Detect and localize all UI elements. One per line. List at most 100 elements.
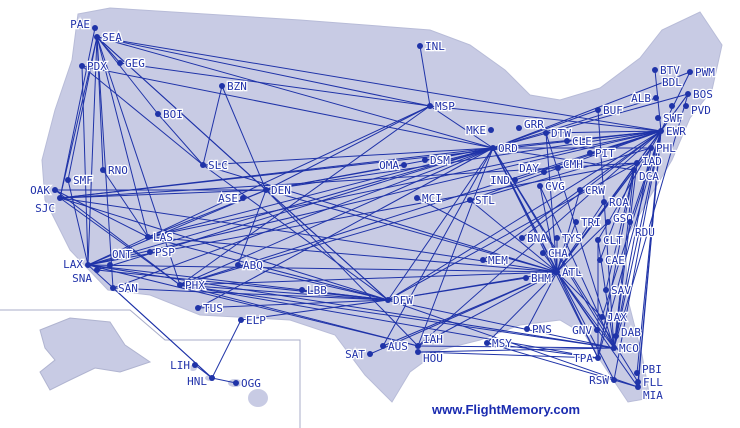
airport-buf[interactable]: BUF (595, 103, 624, 118)
airport-hnl[interactable]: HNL (186, 374, 215, 389)
airport-san[interactable]: SAN (110, 281, 139, 296)
airport-mem[interactable]: MEM (480, 253, 509, 268)
airport-las[interactable]: LAS (145, 230, 174, 245)
airport-den[interactable]: DEN (263, 183, 292, 198)
airport-abq[interactable]: ABQ (235, 258, 264, 273)
airport-bdl[interactable]: BDL (661, 75, 683, 109)
route-SAN-DFW (112, 287, 389, 301)
airport-bos[interactable]: BOS (685, 87, 714, 102)
airport-dot (240, 195, 246, 201)
airport-ind[interactable]: IND (489, 173, 518, 188)
airport-geg[interactable]: GEG (117, 56, 146, 71)
route-BOS-MCO (613, 93, 689, 349)
airport-day[interactable]: DAY (518, 161, 547, 176)
airport-slc[interactable]: SLC (200, 158, 229, 173)
airport-cha[interactable]: CHA (540, 246, 569, 261)
airport-tus[interactable]: TUS (195, 301, 224, 316)
route-ROA-ATL (556, 201, 605, 273)
airport-lbb[interactable]: LBB (299, 283, 328, 298)
airport-code: IAD (642, 155, 662, 168)
airport-rdu[interactable]: RDU (627, 219, 656, 240)
airport-pvd[interactable]: PVD (683, 103, 712, 118)
airport-sav[interactable]: SAV (603, 283, 632, 298)
airport-code: BUF (603, 104, 623, 117)
airport-rsw[interactable]: RSW (588, 373, 617, 388)
airport-tys[interactable]: TYS (554, 231, 583, 246)
airport-hou[interactable]: HOU (415, 349, 444, 366)
brand-link[interactable]: www.FlightMemory.com (432, 402, 581, 417)
airport-swf[interactable]: SWF (655, 111, 684, 126)
airport-inl[interactable]: INL (417, 39, 446, 54)
airport-cvg[interactable]: CVG (537, 179, 566, 194)
airport-clt[interactable]: CLT (595, 233, 624, 248)
airport-phx[interactable]: PHX (177, 278, 206, 293)
airport-mci[interactable]: MCI (414, 191, 443, 206)
airport-sat[interactable]: SAT (344, 347, 373, 362)
airport-dca[interactable]: DCA (631, 167, 660, 184)
airport-ord[interactable]: ORD (490, 141, 519, 156)
airport-psp[interactable]: PSP (147, 245, 176, 260)
airport-smf[interactable]: SMF (65, 173, 94, 188)
airport-dab[interactable]: DAB (613, 325, 642, 340)
airport-fll[interactable]: FLL (635, 375, 664, 390)
airport-bzn[interactable]: BZN (219, 79, 248, 94)
airport-mia[interactable]: MIA (635, 384, 664, 403)
airport-ewr[interactable]: EWR (658, 124, 687, 139)
airport-pns[interactable]: PNS (524, 322, 553, 337)
airport-phl[interactable]: PHL (648, 141, 677, 156)
airport-bhm[interactable]: BHM (523, 271, 552, 286)
route-ABQ-DEN (237, 189, 267, 266)
airport-ogg[interactable]: OGG (233, 376, 262, 391)
airport-roa[interactable]: ROA (601, 195, 630, 210)
airport-tpa[interactable]: TPA (572, 351, 601, 366)
airport-sea[interactable]: SEA (94, 30, 123, 45)
airport-oak[interactable]: OAK (29, 183, 58, 198)
airport-pdx[interactable]: PDX (79, 59, 108, 74)
route-DFW-MCO (387, 299, 615, 349)
airport-ase[interactable]: ASE (217, 191, 246, 206)
airport-btv[interactable]: BTV (652, 63, 681, 78)
airport-iad[interactable]: IAD (634, 154, 663, 169)
airport-dsm[interactable]: DSM (422, 153, 451, 168)
airport-stl[interactable]: STL (467, 193, 496, 208)
airport-dot (192, 362, 198, 368)
route-HOU-MCO (417, 347, 615, 353)
airport-pwm[interactable]: PWM (687, 65, 716, 80)
route-BOI-SLC (157, 113, 204, 166)
airport-grr[interactable]: GRR (516, 117, 545, 132)
airport-tri[interactable]: TRI (573, 215, 602, 230)
airport-dtw[interactable]: DTW (543, 126, 572, 141)
airport-sjc[interactable]: SJC (34, 195, 63, 216)
airport-msp[interactable]: MSP (427, 99, 456, 114)
airport-bna[interactable]: BNA (519, 231, 548, 246)
airport-pbi[interactable]: PBI (634, 362, 663, 377)
airport-rno[interactable]: RNO (100, 163, 129, 178)
airport-aus[interactable]: AUS (380, 339, 409, 354)
airport-mke[interactable]: MKE (465, 123, 494, 138)
airport-dfw[interactable]: DFW (385, 293, 414, 308)
airport-ont[interactable]: ONT (107, 247, 133, 268)
airport-cae[interactable]: CAE (597, 253, 626, 268)
airport-mco[interactable]: MCO (611, 341, 640, 356)
airport-pae[interactable]: PAE (69, 17, 98, 32)
airport-cle[interactable]: CLE (564, 134, 593, 149)
airport-atl[interactable]: ATL (554, 265, 583, 280)
airport-crw[interactable]: CRW (577, 183, 606, 198)
airport-msy[interactable]: MSY (484, 336, 513, 351)
airport-code: JAX (607, 311, 627, 324)
airport-boi[interactable]: BOI (155, 107, 184, 122)
airport-iah[interactable]: IAH (415, 332, 444, 349)
airport-sna[interactable]: SNA (71, 267, 100, 286)
airport-cmh[interactable]: CMH (555, 157, 584, 172)
airport-gnv[interactable]: GNV (571, 323, 600, 338)
airport-jax[interactable]: JAX (599, 310, 628, 325)
airport-elp[interactable]: ELP (238, 313, 267, 328)
airport-alb[interactable]: ALB (630, 91, 659, 106)
airport-lih[interactable]: LIH (169, 358, 198, 373)
airport-pit[interactable]: PIT (587, 146, 616, 161)
route-GSO-ATL (556, 221, 609, 273)
airport-dot (595, 237, 601, 243)
airport-oma[interactable]: OMA (378, 158, 407, 173)
airport-lax[interactable]: LAX (62, 257, 91, 272)
airport-code: CMH (563, 158, 583, 171)
